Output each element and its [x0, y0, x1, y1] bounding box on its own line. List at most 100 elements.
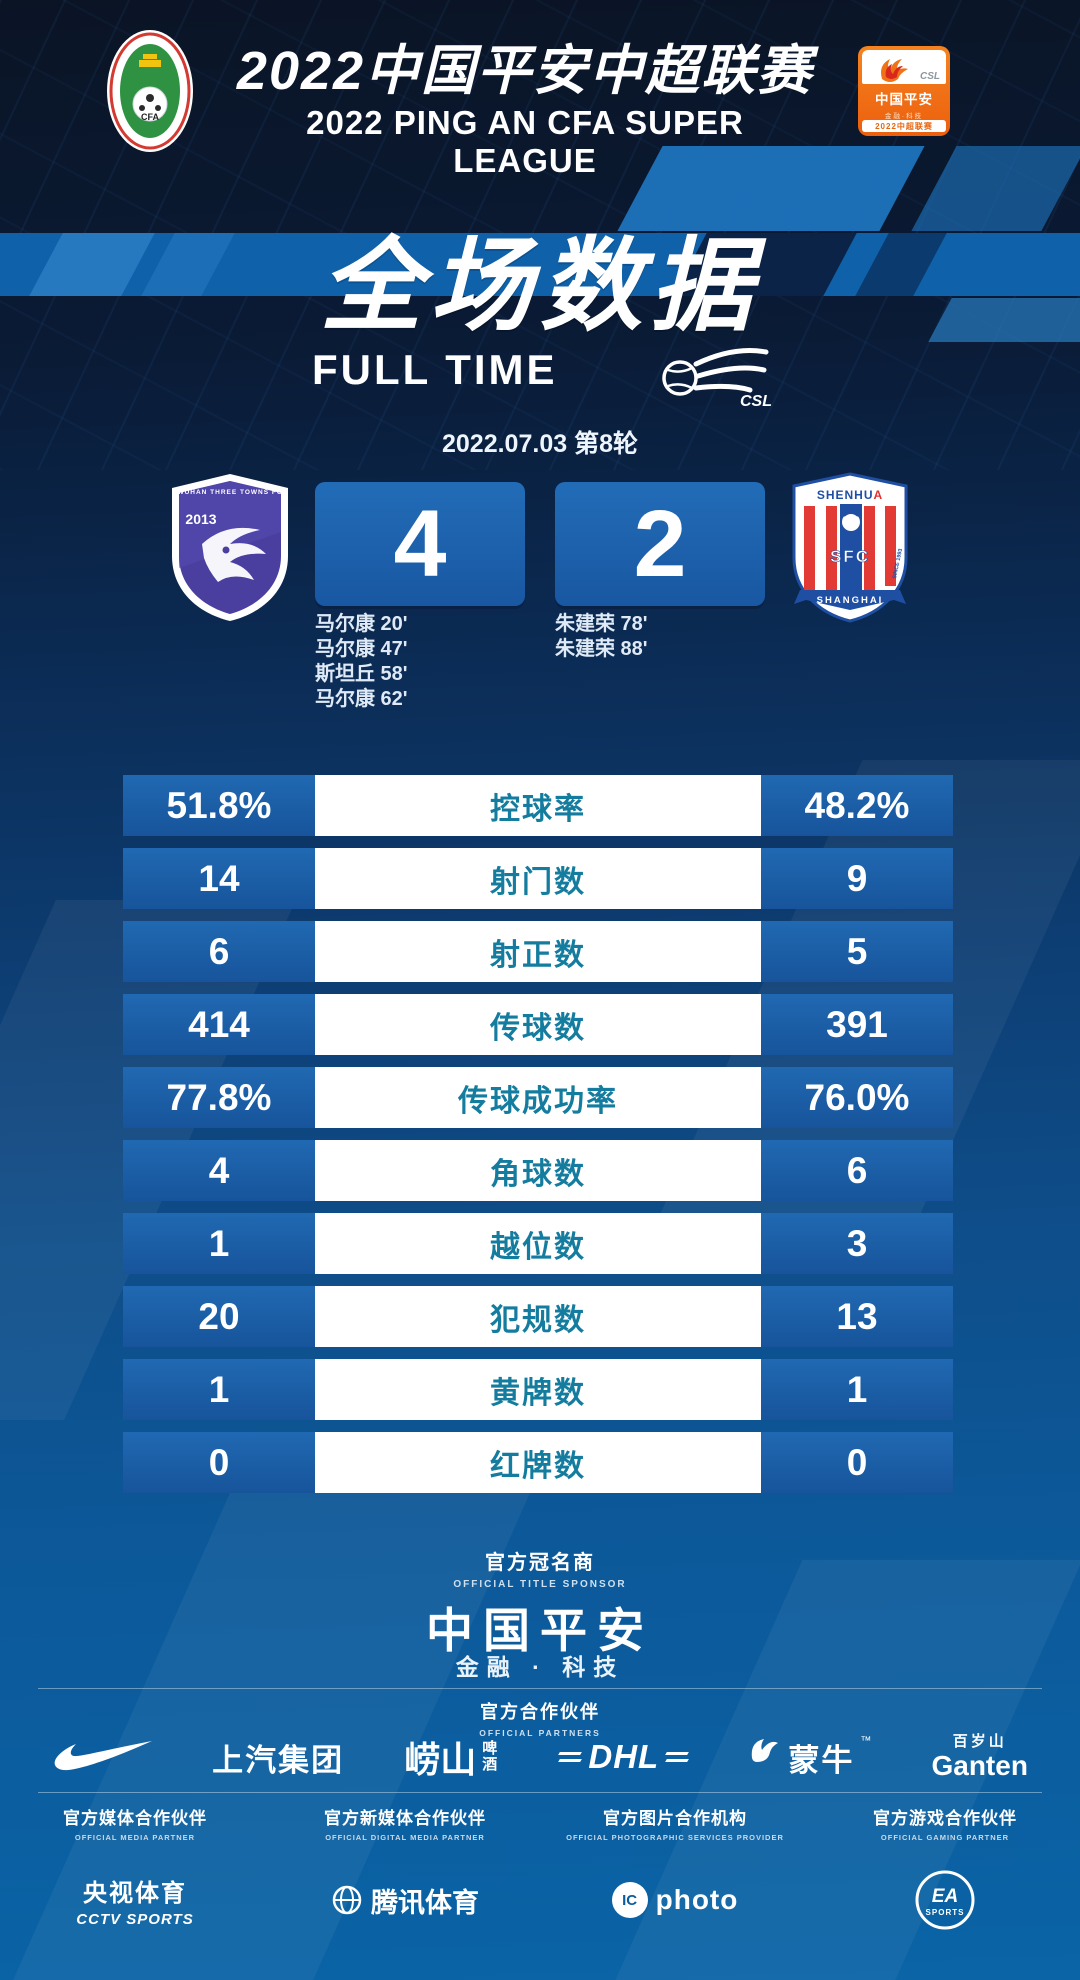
ea-sports-text: SPORTS	[926, 1908, 965, 1917]
mengniu-text: 蒙牛	[788, 1742, 855, 1778]
digital-partner-column: 官方新媒体合作伙伴 OFFICIAL DIGITAL MEDIA PARTNER…	[270, 1804, 540, 1932]
table-row: 414 传球数 391	[123, 994, 953, 1055]
away-score: 2	[555, 482, 765, 606]
stat-label: 传球数	[315, 994, 761, 1055]
away-stat-value: 3	[761, 1213, 953, 1274]
away-team-crest-shanghai-shenhua: SHENHUA SFC SINCE 1993 SHANGHAI	[792, 472, 908, 623]
laoshan-sub-text: 啤酒	[482, 1740, 498, 1773]
ea-sports-icon: EA SPORTS	[915, 1870, 975, 1930]
table-row: 6 射正数 5	[123, 921, 953, 982]
home-stat-value: 1	[123, 1213, 315, 1274]
home-stat-value: 4	[123, 1140, 315, 1201]
stat-label: 射门数	[315, 848, 761, 909]
dhl-text: DHL	[588, 1738, 660, 1775]
badge-csl-text: CSL	[920, 71, 940, 83]
icphoto-logo: IC photo	[540, 1868, 810, 1932]
badge-strip-text: 2022中超联赛	[875, 121, 933, 131]
digital-partner-en: OFFICIAL DIGITAL MEDIA PARTNER	[325, 1833, 485, 1842]
home-score: 4	[315, 482, 525, 606]
page-subtitle: FULL TIME	[312, 346, 558, 393]
badge-top: CSL	[862, 50, 946, 85]
home-scorer: 马尔康 62'	[315, 688, 408, 710]
photo-partner-cn: 官方图片合作机构	[603, 1809, 747, 1828]
cfa-crest-icon: CFA	[107, 30, 193, 152]
table-row: 77.8% 传球成功率 76.0%	[123, 1067, 953, 1128]
cctv-en-text: CCTV SPORTS	[76, 1910, 194, 1928]
away-stat-value: 1	[761, 1359, 953, 1420]
away-crest-top2: A	[874, 488, 884, 502]
table-row: 14 射门数 9	[123, 848, 953, 909]
mengniu-icon	[752, 1738, 779, 1762]
gaming-partner-column: 官方游戏合作伙伴 OFFICIAL GAMING PARTNER EA SPOR…	[810, 1804, 1080, 1932]
title-sponsor-cn: 官方冠名商	[485, 1552, 595, 1574]
away-stat-value: 76.0%	[761, 1067, 953, 1128]
away-stat-value: 48.2%	[761, 775, 953, 836]
header-titles: 2022中国平安中超联赛 2022 PING AN CFA SUPER LEAG…	[235, 42, 815, 180]
mengniu-logo: 蒙牛 ™	[748, 1735, 871, 1780]
away-stat-value: 13	[761, 1286, 953, 1347]
pingan-tagline: 金融 · 科技	[455, 1654, 625, 1680]
stat-label: 红牌数	[315, 1432, 761, 1493]
table-row: 1 黄牌数 1	[123, 1359, 953, 1420]
stat-label: 射正数	[315, 921, 761, 982]
table-row: 51.8% 控球率 48.2%	[123, 775, 953, 836]
home-stat-value: 20	[123, 1286, 315, 1347]
table-row: 1 越位数 3	[123, 1213, 953, 1274]
home-stat-value: 14	[123, 848, 315, 909]
partners-heading: 官方合作伙伴 OFFICIAL PARTNERS	[0, 1698, 1080, 1738]
laoshan-main-text: 崂山	[404, 1739, 477, 1780]
dhl-lines-icon	[665, 1752, 690, 1762]
pingan-csl-badge: CSL 中国平安 金融·科技 2022中超联赛	[858, 46, 950, 136]
nike-swoosh-icon	[54, 1741, 152, 1771]
laoshan-beer-logo: 崂山 啤酒	[404, 1731, 499, 1783]
match-date-round: 2022.07.03 第8轮	[442, 430, 638, 458]
away-scorer: 朱建荣 88'	[555, 638, 648, 660]
home-scorers: 马尔康 20' 马尔康 47' 斯坦丘 58' 马尔康 62'	[315, 612, 408, 712]
cctv-sports-logo: 央视体育 CCTV SPORTS	[0, 1868, 270, 1932]
home-scorer: 斯坦丘 58'	[315, 663, 408, 685]
gaming-partner-en: OFFICIAL GAMING PARTNER	[880, 1833, 1010, 1842]
away-crest-top1: SHENHU	[817, 488, 874, 502]
ganten-en-text: Ganten	[931, 1750, 1028, 1781]
csl-text: CSL	[740, 393, 772, 410]
stat-label: 控球率	[315, 775, 761, 836]
media-partner-column: 官方媒体合作伙伴 OFFICIAL MEDIA PARTNER 央视体育 CCT…	[0, 1804, 270, 1932]
partners-en: OFFICIAL PARTNERS	[479, 1728, 601, 1738]
match-stats-table: 51.8% 控球率 48.2% 14 射门数 9 6 射正数 5 414 传球数…	[123, 775, 953, 1505]
ic-circle-icon: IC	[611, 1882, 648, 1918]
bottom-partner-columns: 官方媒体合作伙伴 OFFICIAL MEDIA PARTNER 央视体育 CCT…	[0, 1804, 1080, 1932]
home-stat-value: 6	[123, 921, 315, 982]
home-stat-value: 77.8%	[123, 1067, 315, 1128]
csl-flame-icon	[881, 59, 908, 82]
away-scorer: 朱建荣 78'	[555, 613, 648, 635]
table-row: 20 犯规数 13	[123, 1286, 953, 1347]
home-team-crest-wuhan-three-towns: WUHAN THREE TOWNS FC 2013	[172, 474, 288, 621]
photo-partner-column: 官方图片合作机构 OFFICIAL PHOTOGRAPHIC SERVICES …	[540, 1804, 810, 1932]
dhl-lines-icon	[558, 1752, 583, 1762]
badge-brand: 中国平安	[875, 92, 933, 108]
league-title-cn: 2022中国平安中超联赛	[236, 41, 814, 101]
stat-label: 越位数	[315, 1213, 761, 1274]
digital-partner-cn: 官方新媒体合作伙伴	[324, 1809, 486, 1828]
home-scorer: 马尔康 20'	[315, 613, 408, 635]
icphoto-text: photo	[655, 1884, 739, 1915]
ea-text: EA	[932, 1886, 958, 1907]
home-crest-year: 2013	[185, 511, 216, 527]
home-stat-value: 51.8%	[123, 775, 315, 836]
pingan-logo-text: 中国平安	[426, 1604, 654, 1657]
away-stat-value: 6	[761, 1140, 953, 1201]
media-partner-cn: 官方媒体合作伙伴	[63, 1809, 207, 1828]
dhl-logo: DHL	[558, 1738, 690, 1776]
divider	[38, 1792, 1042, 1793]
media-partner-en: OFFICIAL MEDIA PARTNER	[74, 1833, 196, 1842]
mengniu-tm: ™	[860, 1734, 872, 1747]
stat-label: 角球数	[315, 1140, 761, 1201]
partners-cn: 官方合作伙伴	[480, 1702, 600, 1722]
stat-label: 犯规数	[315, 1286, 761, 1347]
away-stat-value: 391	[761, 994, 953, 1055]
svg-text:SHENHUA: SHENHUA	[817, 488, 883, 502]
tencent-text: 腾讯体育	[371, 1887, 479, 1918]
ea-sports-logo: EA SPORTS	[810, 1868, 1080, 1932]
badge-sub: 金融·科技	[884, 113, 924, 121]
